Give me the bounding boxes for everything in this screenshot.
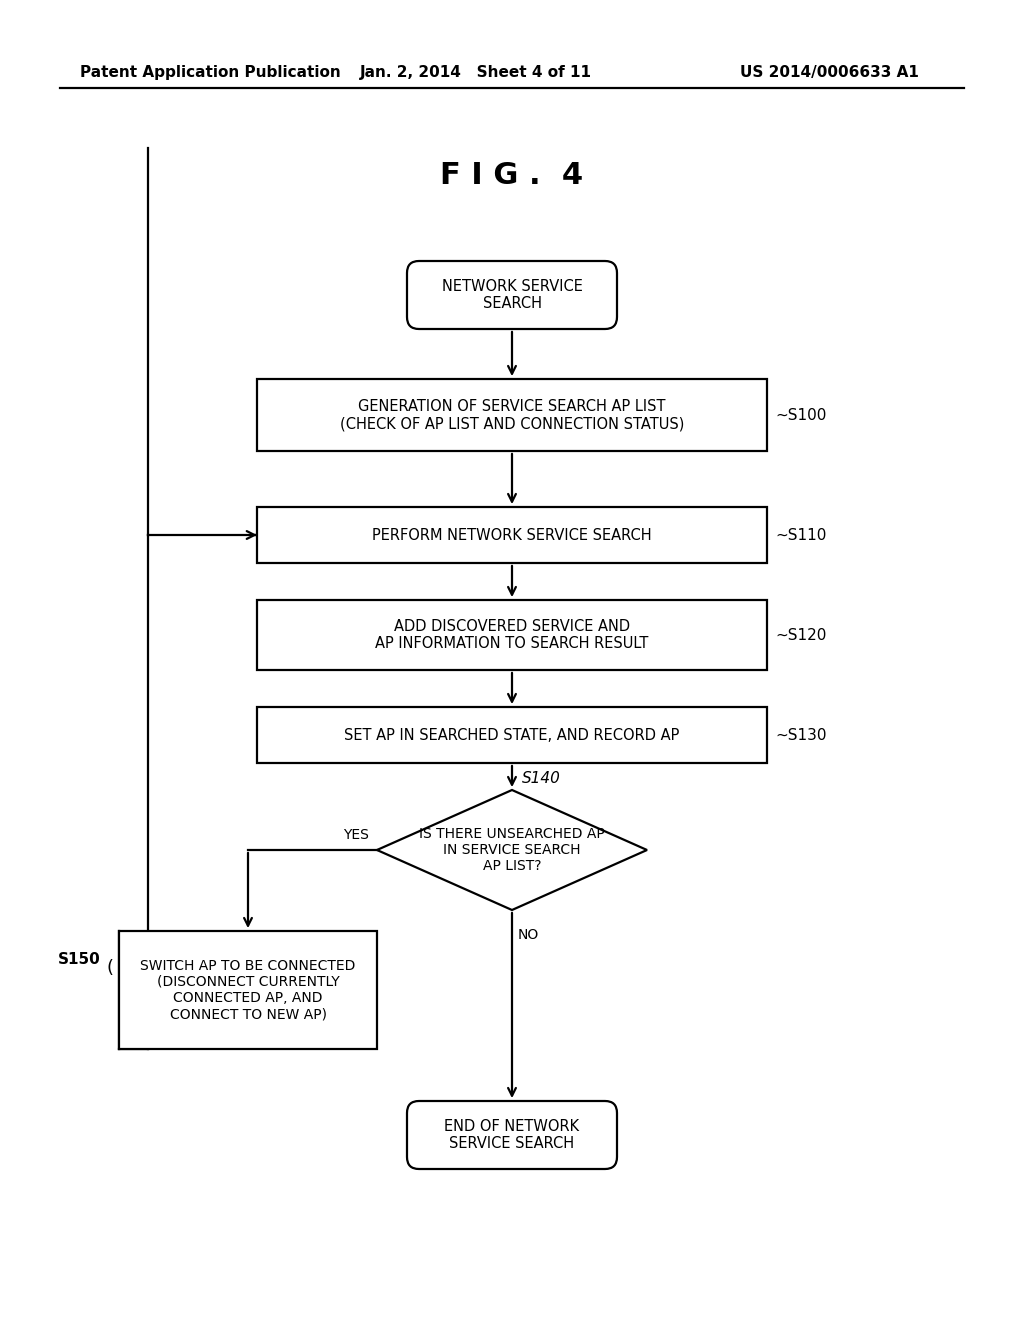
- Text: END OF NETWORK
SERVICE SEARCH: END OF NETWORK SERVICE SEARCH: [444, 1119, 580, 1151]
- Text: NO: NO: [518, 928, 540, 942]
- Text: F I G .  4: F I G . 4: [440, 161, 584, 190]
- Text: ~S110: ~S110: [775, 528, 826, 543]
- Text: S150: S150: [58, 953, 101, 968]
- Text: SWITCH AP TO BE CONNECTED
(DISCONNECT CURRENTLY
CONNECTED AP, AND
CONNECT TO NEW: SWITCH AP TO BE CONNECTED (DISCONNECT CU…: [140, 958, 355, 1022]
- Text: IS THERE UNSEARCHED AP
IN SERVICE SEARCH
AP LIST?: IS THERE UNSEARCHED AP IN SERVICE SEARCH…: [419, 826, 605, 874]
- Text: ADD DISCOVERED SERVICE AND
AP INFORMATION TO SEARCH RESULT: ADD DISCOVERED SERVICE AND AP INFORMATIO…: [376, 619, 648, 651]
- FancyBboxPatch shape: [257, 379, 767, 451]
- FancyBboxPatch shape: [119, 931, 377, 1049]
- Text: (: (: [106, 960, 113, 977]
- Text: ~S120: ~S120: [775, 627, 826, 643]
- Text: PERFORM NETWORK SERVICE SEARCH: PERFORM NETWORK SERVICE SEARCH: [372, 528, 652, 543]
- Polygon shape: [377, 789, 647, 909]
- FancyBboxPatch shape: [257, 708, 767, 763]
- FancyBboxPatch shape: [407, 1101, 617, 1170]
- Text: YES: YES: [343, 828, 369, 842]
- Text: S140: S140: [522, 771, 561, 785]
- Text: Jan. 2, 2014   Sheet 4 of 11: Jan. 2, 2014 Sheet 4 of 11: [360, 65, 592, 79]
- Text: Patent Application Publication: Patent Application Publication: [80, 65, 341, 79]
- FancyBboxPatch shape: [257, 507, 767, 564]
- FancyBboxPatch shape: [407, 261, 617, 329]
- FancyBboxPatch shape: [257, 601, 767, 671]
- Text: SET AP IN SEARCHED STATE, AND RECORD AP: SET AP IN SEARCHED STATE, AND RECORD AP: [344, 727, 680, 742]
- Text: GENERATION OF SERVICE SEARCH AP LIST
(CHECK OF AP LIST AND CONNECTION STATUS): GENERATION OF SERVICE SEARCH AP LIST (CH…: [340, 399, 684, 432]
- Text: NETWORK SERVICE
SEARCH: NETWORK SERVICE SEARCH: [441, 279, 583, 312]
- Text: ~S100: ~S100: [775, 408, 826, 422]
- Text: ~S130: ~S130: [775, 727, 826, 742]
- Text: US 2014/0006633 A1: US 2014/0006633 A1: [740, 65, 919, 79]
